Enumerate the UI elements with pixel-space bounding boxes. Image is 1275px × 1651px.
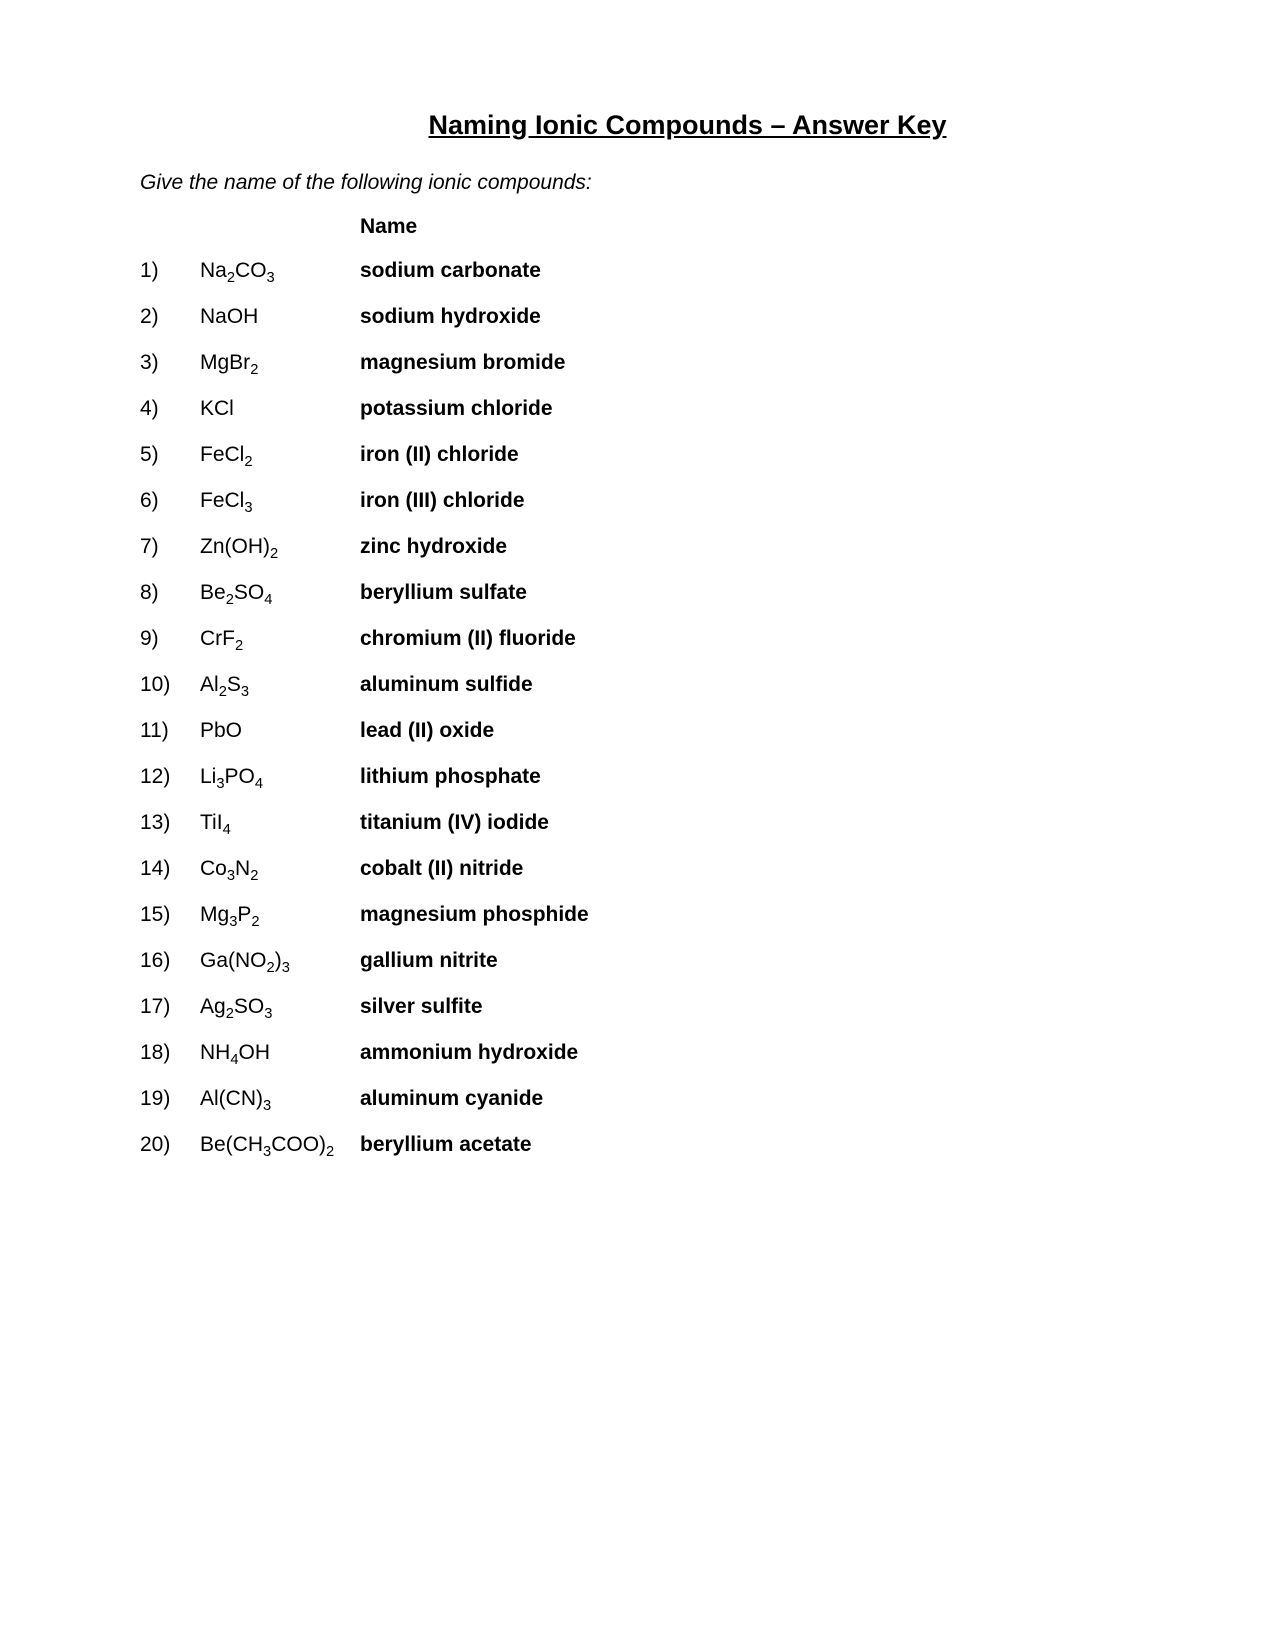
compound-formula: TiI4 [200, 811, 360, 857]
compound-name: aluminum cyanide [360, 1087, 589, 1133]
compound-name: lithium phosphate [360, 765, 589, 811]
compound-formula: Be(CH3COO)2 [200, 1133, 360, 1179]
compound-formula: Li3PO4 [200, 765, 360, 811]
table-row: 19)Al(CN)3aluminum cyanide [140, 1087, 589, 1133]
compound-number: 8) [140, 581, 200, 627]
compounds-table: 1)Na2CO3sodium carbonate2)NaOHsodium hyd… [140, 259, 589, 1179]
compound-number: 20) [140, 1133, 200, 1179]
compound-formula: NaOH [200, 305, 360, 351]
compound-number: 18) [140, 1041, 200, 1087]
compound-name: cobalt (II) nitride [360, 857, 589, 903]
compound-name: beryllium sulfate [360, 581, 589, 627]
compound-number: 12) [140, 765, 200, 811]
compound-name: beryllium acetate [360, 1133, 589, 1179]
compound-number: 13) [140, 811, 200, 857]
table-row: 6)FeCl3iron (III) chloride [140, 489, 589, 535]
table-row: 15)Mg3P2magnesium phosphide [140, 903, 589, 949]
compound-number: 9) [140, 627, 200, 673]
table-row: 8)Be2SO4beryllium sulfate [140, 581, 589, 627]
table-row: 1)Na2CO3sodium carbonate [140, 259, 589, 305]
table-row: 4)KClpotassium chloride [140, 397, 589, 443]
compound-name: silver sulfite [360, 995, 589, 1041]
compound-name: chromium (II) fluoride [360, 627, 589, 673]
compound-formula: Ag2SO3 [200, 995, 360, 1041]
compound-name: titanium (IV) iodide [360, 811, 589, 857]
compound-number: 3) [140, 351, 200, 397]
table-row: 11)PbOlead (II) oxide [140, 719, 589, 765]
compound-formula: Be2SO4 [200, 581, 360, 627]
compound-name: gallium nitrite [360, 949, 589, 995]
table-row: 20)Be(CH3COO)2beryllium acetate [140, 1133, 589, 1179]
table-row: 14)Co3N2cobalt (II) nitride [140, 857, 589, 903]
compound-formula: Al2S3 [200, 673, 360, 719]
table-row: 3)MgBr2magnesium bromide [140, 351, 589, 397]
compound-name: potassium chloride [360, 397, 589, 443]
compound-formula: Zn(OH)2 [200, 535, 360, 581]
compound-name: zinc hydroxide [360, 535, 589, 581]
compound-formula: KCl [200, 397, 360, 443]
compound-name: magnesium bromide [360, 351, 589, 397]
compound-formula: Ga(NO2)3 [200, 949, 360, 995]
compound-formula: PbO [200, 719, 360, 765]
table-row: 9)CrF2chromium (II) fluoride [140, 627, 589, 673]
table-row: 16)Ga(NO2)3gallium nitrite [140, 949, 589, 995]
compound-number: 14) [140, 857, 200, 903]
compound-number: 1) [140, 259, 200, 305]
compound-number: 15) [140, 903, 200, 949]
compound-number: 5) [140, 443, 200, 489]
compound-formula: FeCl3 [200, 489, 360, 535]
compound-name: sodium carbonate [360, 259, 589, 305]
table-row: 10)Al2S3aluminum sulfide [140, 673, 589, 719]
table-row: 18)NH4OHammonium hydroxide [140, 1041, 589, 1087]
compound-name: magnesium phosphide [360, 903, 589, 949]
compound-number: 6) [140, 489, 200, 535]
table-row: 5)FeCl2iron (II) chloride [140, 443, 589, 489]
compound-formula: FeCl2 [200, 443, 360, 489]
instruction-text: Give the name of the following ionic com… [140, 171, 1135, 195]
compound-formula: NH4OH [200, 1041, 360, 1087]
compound-name: iron (III) chloride [360, 489, 589, 535]
compound-formula: CrF2 [200, 627, 360, 673]
table-row: 13)TiI4titanium (IV) iodide [140, 811, 589, 857]
table-row: 12)Li3PO4lithium phosphate [140, 765, 589, 811]
compound-formula: Co3N2 [200, 857, 360, 903]
compound-name: sodium hydroxide [360, 305, 589, 351]
page-title: Naming Ionic Compounds – Answer Key [240, 110, 1135, 141]
compound-formula: Mg3P2 [200, 903, 360, 949]
compound-number: 19) [140, 1087, 200, 1133]
compound-number: 17) [140, 995, 200, 1041]
compound-formula: Na2CO3 [200, 259, 360, 305]
table-row: 2)NaOHsodium hydroxide [140, 305, 589, 351]
compound-number: 7) [140, 535, 200, 581]
compound-formula: Al(CN)3 [200, 1087, 360, 1133]
name-column-header: Name [360, 215, 1135, 239]
compound-name: aluminum sulfide [360, 673, 589, 719]
compound-number: 10) [140, 673, 200, 719]
compound-number: 16) [140, 949, 200, 995]
compound-name: lead (II) oxide [360, 719, 589, 765]
compound-formula: MgBr2 [200, 351, 360, 397]
table-row: 7)Zn(OH)2zinc hydroxide [140, 535, 589, 581]
compound-number: 11) [140, 719, 200, 765]
compound-name: iron (II) chloride [360, 443, 589, 489]
table-row: 17)Ag2SO3silver sulfite [140, 995, 589, 1041]
compound-name: ammonium hydroxide [360, 1041, 589, 1087]
compound-number: 2) [140, 305, 200, 351]
compound-number: 4) [140, 397, 200, 443]
